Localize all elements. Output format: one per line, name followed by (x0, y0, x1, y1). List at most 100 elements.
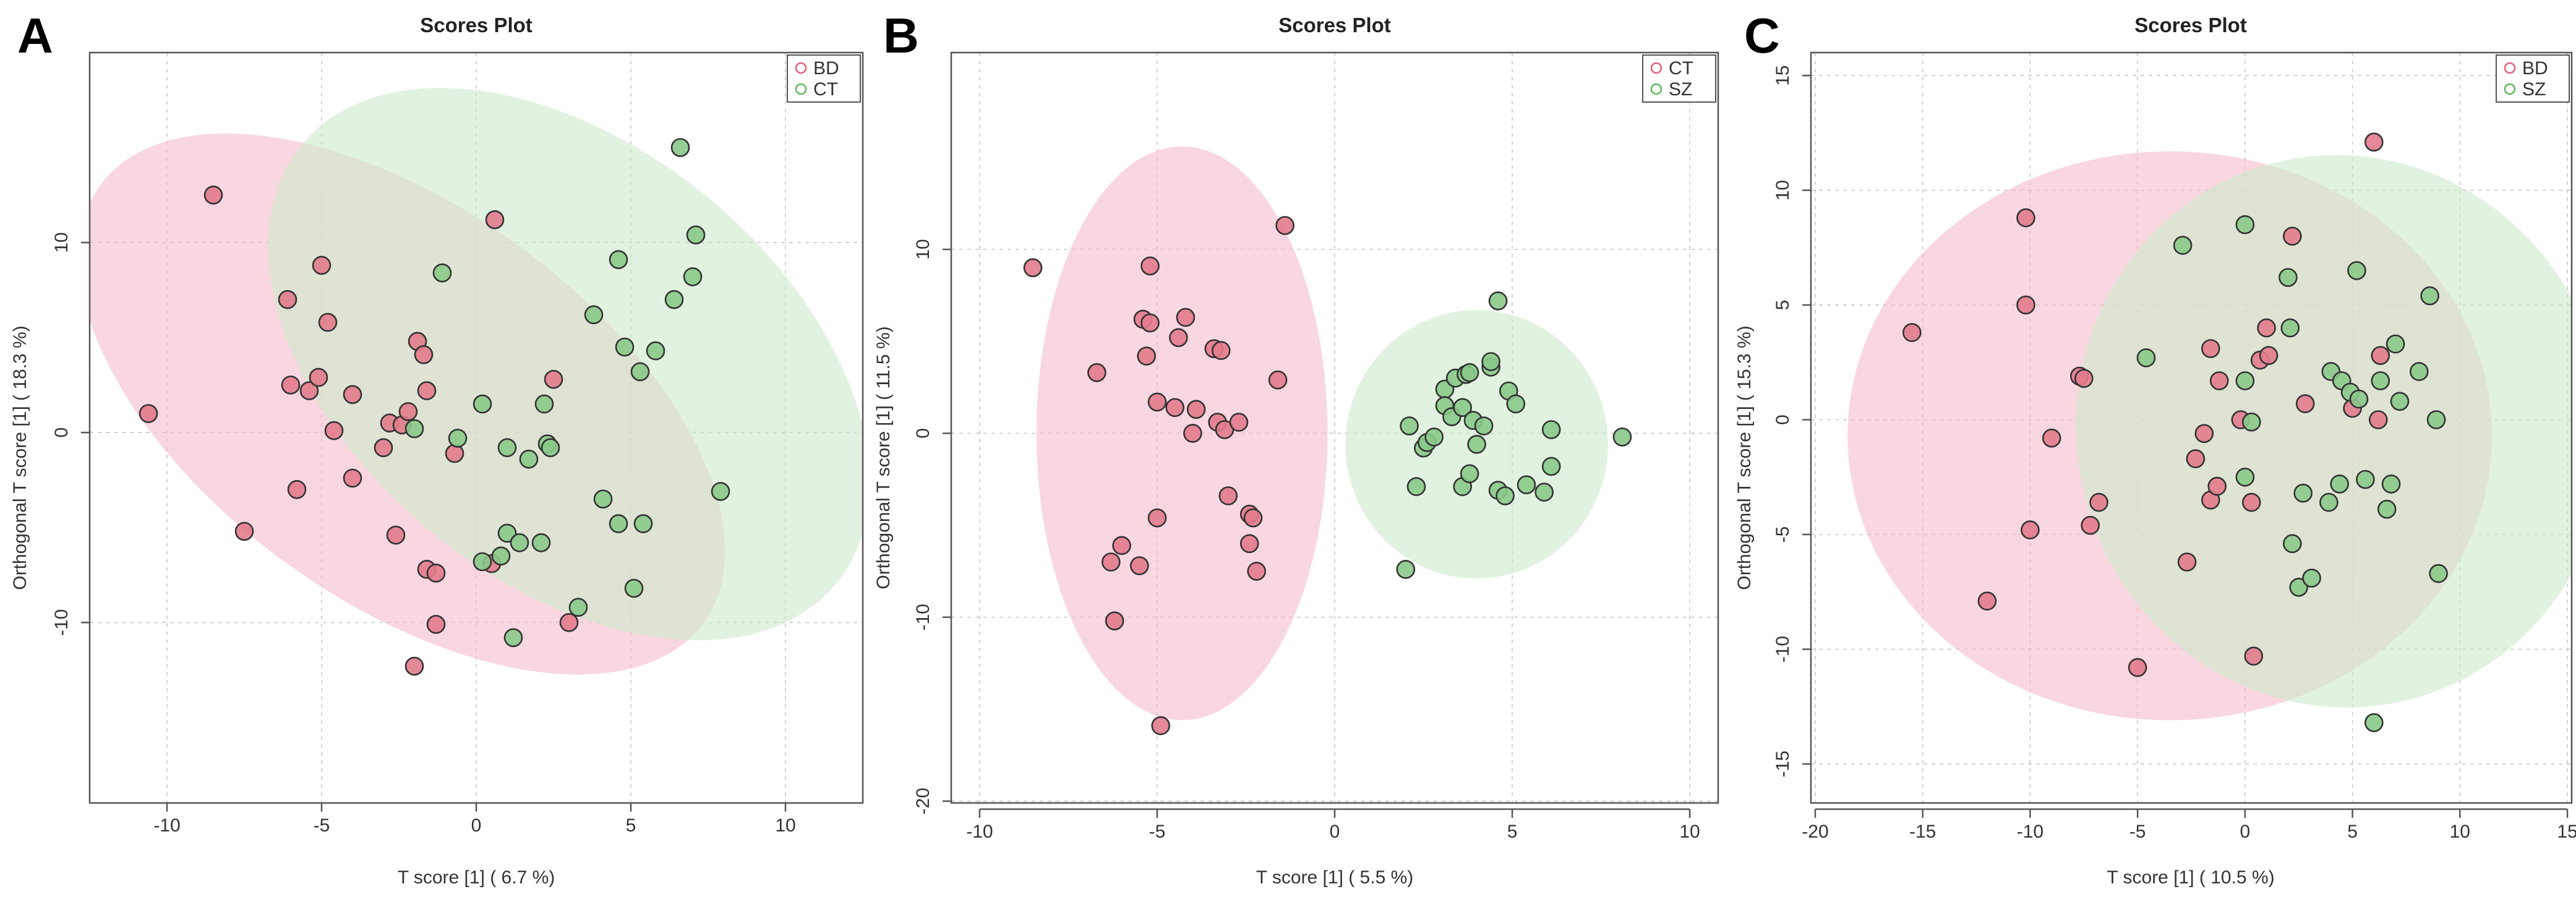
point-bd (2364, 132, 2384, 152)
point-sz (2235, 467, 2255, 487)
y-axis-label-b: Orthogonal T score [1] ( 11.5 %) (873, 326, 894, 589)
x-tick-label: 5 (1507, 822, 1518, 842)
y-axis-b: -20 -10 0 10 (913, 239, 951, 815)
point-ct (534, 394, 554, 414)
panel-a: A Scores Plot T score [1] ( 6.7 %) Ortho… (10, 8, 555, 888)
point-sz (1534, 483, 1554, 502)
legend-label-ct: CT (813, 79, 838, 100)
y-tick-label: -10 (51, 609, 72, 636)
point-ct (1275, 216, 1294, 235)
point-ct (473, 552, 492, 572)
point-ct (1229, 413, 1249, 432)
point-ct (541, 438, 560, 458)
legend-marker-ct (795, 83, 807, 95)
x-tick-label: -10 (2017, 822, 2043, 842)
point-bd (417, 381, 437, 400)
legend-label-ct: CT (1669, 58, 1693, 79)
point-sz (1467, 434, 1486, 454)
point-sz (2235, 215, 2255, 234)
series-bd-c (1902, 132, 2390, 677)
point-bd (234, 521, 254, 541)
point-bd (2369, 410, 2388, 429)
y-tick-label: -10 (913, 604, 933, 630)
point-ct (1183, 424, 1202, 443)
y-tick-label: 0 (51, 427, 72, 438)
point-bd (343, 468, 362, 488)
y-tick-label: 15 (1773, 65, 1793, 85)
y-tick-label: -15 (1773, 750, 1793, 777)
point-ct (683, 267, 703, 286)
point-bd (2081, 515, 2100, 535)
point-sz (1506, 394, 1526, 414)
legend-label-sz: SZ (1669, 79, 1692, 100)
point-ct (432, 263, 452, 283)
point-ct (670, 138, 690, 157)
point-sz (1496, 486, 1515, 505)
point-bd (278, 290, 297, 309)
point-bd (312, 255, 332, 275)
point-ct (1165, 398, 1184, 418)
point-bd (404, 656, 424, 676)
x-tick-label: -5 (314, 815, 330, 836)
point-bd (299, 381, 319, 400)
point-sz (2330, 474, 2349, 494)
x-tick-label: 10 (1679, 822, 1700, 842)
point-ct (1130, 556, 1149, 575)
point-sz (2364, 713, 2384, 732)
point-bd (2128, 658, 2147, 677)
y-tick-label: -20 (913, 788, 933, 814)
point-bd (426, 564, 446, 583)
x-tick-label: -10 (153, 815, 180, 836)
point-bd (2089, 492, 2108, 512)
x-tick-label: -20 (1802, 822, 1828, 842)
point-sz (1453, 398, 1472, 418)
point-sz (2429, 564, 2448, 583)
point-bd (2244, 646, 2264, 666)
series-ct-b (1023, 216, 1294, 736)
point-sz (1460, 464, 1479, 484)
x-tick-label: 10 (775, 815, 795, 836)
x-tick-label: 0 (2240, 822, 2251, 842)
point-sz (1406, 477, 1426, 496)
point-ct (1105, 611, 1124, 631)
point-sz (2279, 268, 2298, 287)
point-ct (615, 337, 635, 357)
point-bd (2283, 226, 2302, 246)
point-bd (2021, 520, 2040, 539)
point-sz (1396, 560, 1416, 579)
point-ct (497, 438, 517, 458)
panel-letter-b: B (883, 8, 919, 63)
legend-marker-bd (2504, 62, 2516, 74)
point-sz (2386, 334, 2405, 354)
point-sz (2377, 499, 2397, 519)
point-ct (568, 598, 588, 617)
point-ct (473, 394, 492, 414)
legend-marker-sz (2504, 83, 2516, 95)
y-tick-label: 10 (51, 232, 72, 252)
legend-label-bd: BD (813, 58, 839, 79)
point-bd (485, 210, 505, 230)
point-sz (2390, 392, 2410, 411)
point-sz (1400, 416, 1419, 436)
point-sz (2302, 569, 2321, 588)
point-ct (1169, 328, 1188, 348)
point-ct (1243, 508, 1263, 528)
point-ct (1147, 392, 1167, 412)
point-ct (510, 533, 529, 552)
point-bd (2016, 208, 2035, 228)
point-ct (1112, 536, 1131, 556)
point-sz (1474, 416, 1494, 436)
point-sz (2235, 371, 2255, 390)
point-sz (2347, 261, 2366, 280)
point-ct (609, 250, 628, 270)
point-ct (1212, 341, 1231, 360)
ellipse-ct-a (268, 88, 863, 641)
point-sz (2283, 534, 2302, 554)
point-ct (491, 546, 511, 566)
point-sz (1541, 457, 1561, 476)
point-ct (448, 429, 468, 448)
point-sz (1481, 352, 1500, 371)
